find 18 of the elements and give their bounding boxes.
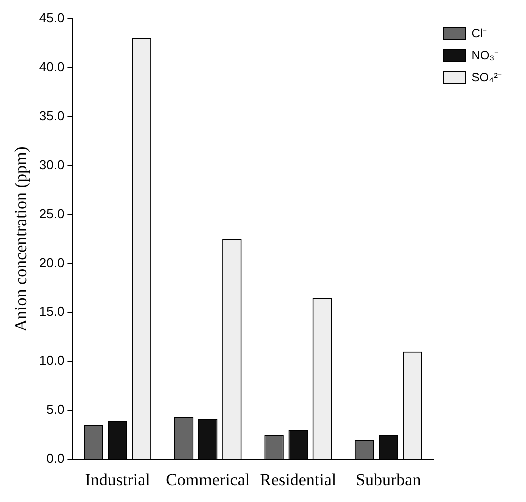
y-tick-label: 0.0 [46,451,65,466]
y-tick-label: 45.0 [39,10,65,26]
legend-label: NO₃⁻ [472,48,499,62]
y-tick-label: 15.0 [39,304,65,320]
x-tick-label: Commerical [166,470,250,490]
y-tick-label: 30.0 [39,157,65,172]
legend-label: SO₄²⁻ [472,70,502,84]
y-axis-title: Anion concentration (ppm) [12,146,31,332]
y-tick-label: 10.0 [39,353,65,368]
y-tick-label: 20.0 [39,255,65,270]
y-tick-label: 35.0 [39,108,65,124]
x-tick-label: Suburban [356,470,422,490]
x-tick-label: Industrial [85,470,151,490]
y-tick-label: 5.0 [46,402,65,418]
x-tick-label: Residential [260,470,337,490]
y-tick-label: 25.0 [39,206,65,222]
legend-label: Cl⁻ [472,26,488,40]
y-tick-label: 40.0 [39,59,65,74]
